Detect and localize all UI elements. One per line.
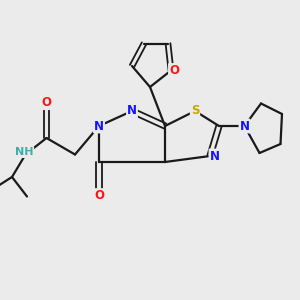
Text: N: N xyxy=(127,104,137,118)
Text: O: O xyxy=(169,64,179,77)
Text: N: N xyxy=(209,149,220,163)
Text: O: O xyxy=(41,96,52,109)
Text: N: N xyxy=(94,119,104,133)
Text: O: O xyxy=(94,189,104,202)
Text: S: S xyxy=(191,104,199,118)
Text: N: N xyxy=(239,119,250,133)
Text: NH: NH xyxy=(15,147,33,157)
